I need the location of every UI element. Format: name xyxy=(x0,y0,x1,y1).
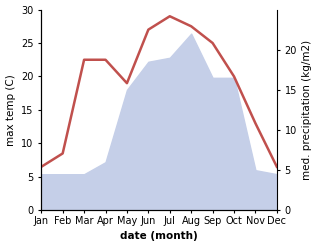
Y-axis label: max temp (C): max temp (C) xyxy=(5,74,16,146)
X-axis label: date (month): date (month) xyxy=(120,231,198,242)
Y-axis label: med. precipitation (kg/m2): med. precipitation (kg/m2) xyxy=(302,40,313,180)
